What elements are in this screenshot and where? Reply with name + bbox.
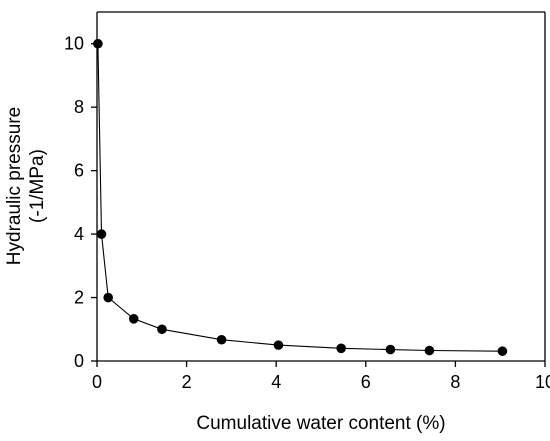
y-axis-title-line2: (-1/MPa) xyxy=(27,149,48,223)
data-point xyxy=(216,334,227,345)
data-point xyxy=(128,314,139,324)
x-tick-label: 2 xyxy=(182,372,192,392)
data-point xyxy=(93,38,103,49)
y-tick-label: 0 xyxy=(74,351,84,371)
x-axis-ticks: 0 2 4 6 8 10 xyxy=(92,361,550,392)
y-tick-label: 2 xyxy=(74,288,84,308)
x-tick-label: 8 xyxy=(450,372,460,392)
x-tick-label: 0 xyxy=(92,372,102,392)
y-tick-label: 8 xyxy=(74,97,84,117)
y-tick-label: 10 xyxy=(64,34,84,54)
y-tick-label: 4 xyxy=(74,224,84,244)
series-layer xyxy=(93,38,508,356)
data-point xyxy=(336,343,346,354)
x-tick-label: 10 xyxy=(535,372,550,392)
x-tick-label: 4 xyxy=(271,372,281,392)
y-axis-ticks: 0 2 4 6 8 10 xyxy=(64,34,97,371)
data-point xyxy=(385,344,396,355)
data-point xyxy=(273,340,284,350)
data-point xyxy=(424,345,435,356)
x-axis-title: Cumulative water content (%) xyxy=(196,413,445,434)
plot-frame xyxy=(96,11,546,362)
data-point xyxy=(497,346,508,356)
data-point xyxy=(103,292,113,303)
series-line xyxy=(97,43,503,352)
x-tick-label: 6 xyxy=(361,372,371,392)
data-point xyxy=(157,324,167,335)
y-tick-label: 6 xyxy=(74,161,84,181)
data-point xyxy=(96,229,107,239)
y-axis-title-line1: Hydraulic pressure xyxy=(4,107,25,265)
